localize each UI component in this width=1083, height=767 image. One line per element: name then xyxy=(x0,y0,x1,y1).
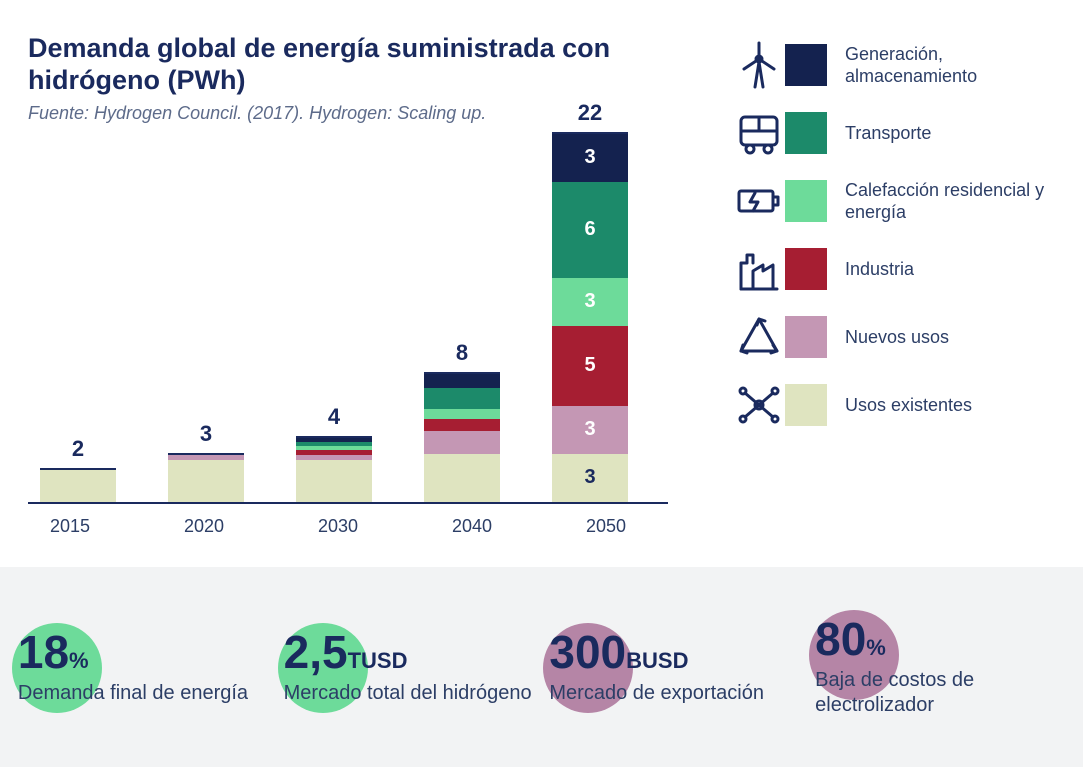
legend-swatch xyxy=(785,112,827,154)
segment-heating xyxy=(424,409,500,419)
stat-value: 2,5TUSD xyxy=(284,629,534,675)
legend-item: Nuevos usos xyxy=(733,308,1055,366)
factory-icon xyxy=(733,240,827,298)
segment-label: 3 xyxy=(552,418,628,441)
segment-label: 5 xyxy=(552,354,628,377)
stat-card: 80% Baja de costos de electrolizador xyxy=(815,616,1065,718)
segment-generation xyxy=(424,374,500,388)
top-section: Demanda global de energía suministrada c… xyxy=(28,32,1055,537)
legend-label: Usos existentes xyxy=(845,394,972,417)
legend: Generación, almacenamiento Transporte Cale… xyxy=(733,32,1055,537)
stacked-bar-chart: 234822335363 xyxy=(28,132,668,504)
bar-total: 22 xyxy=(552,100,628,126)
x-tick: 2050 xyxy=(568,516,644,537)
stat-card: 2,5TUSD Mercado total del hidrógeno xyxy=(284,629,534,706)
legend-label: Transporte xyxy=(845,122,931,145)
x-axis-labels: 2015 2020 2030 2040 2050 xyxy=(28,516,648,537)
legend-item: Transporte xyxy=(733,104,1055,162)
segment-existing xyxy=(40,470,116,502)
bus-icon xyxy=(733,104,827,162)
segment-new_uses xyxy=(296,455,372,461)
segment-industry xyxy=(424,419,500,432)
x-tick: 2040 xyxy=(434,516,510,537)
x-tick: 2030 xyxy=(300,516,376,537)
legend-label: Industria xyxy=(845,258,914,281)
windmill-icon xyxy=(733,36,827,94)
stat-card: 18% Demanda final de energía xyxy=(18,629,268,706)
stat-label: Demanda final de energía xyxy=(18,681,268,706)
segment-new_uses xyxy=(168,455,244,460)
segment-label: 3 xyxy=(552,290,628,313)
stats-row: 18% Demanda final de energía 2,5TUSD Mercad… xyxy=(0,567,1083,767)
x-tick: 2020 xyxy=(166,516,242,537)
bar-total: 2 xyxy=(40,436,116,462)
segment-existing xyxy=(168,460,244,502)
stat-value: 18% xyxy=(18,629,268,675)
chart-block: Demanda global de energía suministrada c… xyxy=(28,32,668,537)
stat-value: 80% xyxy=(815,616,1065,662)
segment-industry xyxy=(296,450,372,455)
legend-item: Usos existentes xyxy=(733,376,1055,434)
stat-label: Mercado total del hidrógeno xyxy=(284,681,534,706)
segment-new_uses xyxy=(424,431,500,453)
segment-label: 3 xyxy=(552,466,628,489)
stat-card: 300BUSD Mercado de exportación xyxy=(549,629,799,706)
segment-existing xyxy=(296,460,372,502)
x-tick: 2015 xyxy=(32,516,108,537)
recycle-icon xyxy=(733,308,827,366)
legend-swatch xyxy=(785,384,827,426)
legend-swatch xyxy=(785,44,827,86)
stat-label: Mercado de exportación xyxy=(549,681,799,706)
segment-label: 3 xyxy=(552,146,628,169)
infographic: Demanda global de energía suministrada c… xyxy=(0,0,1083,767)
bar-total: 3 xyxy=(168,421,244,447)
bar-total: 8 xyxy=(424,340,500,366)
legend-label: Generación, almacenamiento xyxy=(845,43,1055,88)
bar-total: 4 xyxy=(296,404,372,430)
network-icon xyxy=(733,376,827,434)
segment-transport xyxy=(296,442,372,446)
legend-swatch xyxy=(785,248,827,290)
legend-item: Generación, almacenamiento xyxy=(733,36,1055,94)
segment-transport xyxy=(424,388,500,409)
legend-item: Calefacción residencial y energía xyxy=(733,172,1055,230)
segment-generation xyxy=(296,438,372,442)
legend-label: Calefacción residencial y energía xyxy=(845,179,1055,224)
segment-label: 6 xyxy=(552,218,628,241)
legend-item: Industria xyxy=(733,240,1055,298)
segment-heating xyxy=(296,446,372,450)
stat-value: 300BUSD xyxy=(549,629,799,675)
legend-swatch xyxy=(785,316,827,358)
legend-swatch xyxy=(785,180,827,222)
segment-existing xyxy=(424,454,500,502)
battery-icon xyxy=(733,172,827,230)
chart-title: Demanda global de energía suministrada c… xyxy=(28,32,668,97)
legend-label: Nuevos usos xyxy=(845,326,949,349)
stat-label: Baja de costos de electrolizador xyxy=(815,668,1065,718)
